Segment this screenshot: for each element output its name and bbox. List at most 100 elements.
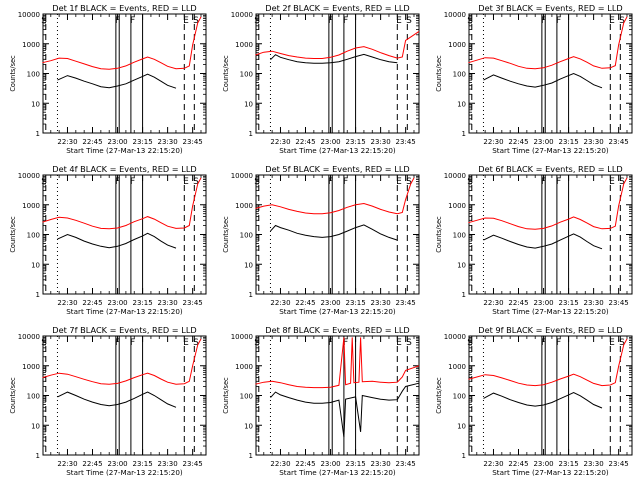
y-tick-label: 10: [457, 100, 466, 108]
x-tick-label: 23:45: [609, 138, 629, 146]
y-tick-label: 10000: [231, 333, 253, 341]
y-tick-label: 1: [462, 291, 466, 299]
y-axis-label: Counts/sec: [222, 377, 230, 414]
lld-series-line: [468, 338, 628, 387]
y-tick-label: 10: [31, 422, 40, 430]
x-axis-label: Start Time (27-Mar-13 22:15:20): [279, 307, 396, 316]
flag-marker: S: [193, 338, 199, 348]
panel-6: Det 6f BLACK = Events, RED = LLD 1 10 100 10…: [435, 164, 633, 316]
y-tick-label: 100: [27, 232, 40, 240]
y-tick-label: 10: [457, 261, 466, 269]
events-series-line: [57, 391, 177, 408]
x-tick-label: 23:00: [107, 138, 127, 146]
flag-marker: S: [406, 16, 412, 26]
lld-series-line: [255, 337, 420, 389]
x-tick-label: 22:30: [483, 138, 503, 146]
x-axis-label: Start Time (27-Mar-13 22:15:20): [66, 307, 183, 316]
y-tick-label: 10: [457, 422, 466, 430]
x-axis-label: Start Time (27-Mar-13 22:15:20): [66, 468, 183, 477]
events-series-line: [483, 72, 603, 89]
flag-marker: F: [541, 16, 546, 26]
flag-marker: E: [609, 338, 615, 348]
flag-marker: F: [115, 16, 120, 26]
flag-marker: F: [541, 338, 546, 348]
x-axis-label: Start Time (27-Mar-13 22:15:20): [492, 468, 609, 477]
flag-marker: S: [41, 177, 47, 187]
flag-marker: S: [467, 177, 473, 187]
lld-series-line: [42, 16, 202, 70]
y-tick-label: 1000: [22, 363, 40, 371]
lld-series-line: [468, 16, 628, 70]
panel-7: Det 7f BLACK = Events, RED = LLD 1 10 100 10…: [9, 325, 207, 477]
x-tick-label: 22:45: [82, 299, 102, 307]
x-tick-label: 23:15: [558, 299, 578, 307]
x-axis-label: Start Time (27-Mar-13 22:15:20): [66, 146, 183, 155]
plot-frame: [255, 13, 420, 134]
x-tick-label: 23:30: [371, 299, 391, 307]
flag-marker: F: [115, 177, 120, 187]
flag-marker: F: [343, 177, 348, 187]
y-tick-label: 1000: [448, 363, 466, 371]
y-tick-label: 10000: [231, 172, 253, 180]
lld-series-line: [42, 338, 202, 385]
flag-marker: S: [406, 177, 412, 187]
flag-marker: S: [467, 16, 473, 26]
x-tick-label: 22:45: [295, 460, 315, 468]
x-tick-label: 23:15: [132, 138, 152, 146]
x-tick-label: 23:30: [158, 299, 178, 307]
flag-marker: E: [609, 177, 615, 187]
flag-marker: S: [41, 338, 47, 348]
x-tick-label: 23:15: [345, 299, 365, 307]
y-tick-label: 10: [31, 261, 40, 269]
events-series-line: [270, 53, 398, 64]
flag-marker: F: [328, 16, 333, 26]
events-series-line: [57, 73, 177, 89]
flag-marker: E: [183, 338, 189, 348]
y-tick-label: 10000: [444, 11, 466, 19]
x-tick-label: 23:30: [371, 460, 391, 468]
panel-title: Det 1f BLACK = Events, RED = LLD: [52, 3, 196, 13]
y-tick-label: 1: [36, 452, 40, 460]
panel-title: Det 4f BLACK = Events, RED = LLD: [52, 164, 196, 174]
y-tick-label: 1000: [22, 41, 40, 49]
y-tick-label: 100: [453, 393, 466, 401]
lld-series-line: [42, 177, 202, 230]
y-tick-label: 1: [36, 291, 40, 299]
y-tick-label: 1000: [235, 363, 253, 371]
x-axis-label: Start Time (27-Mar-13 22:15:20): [279, 468, 396, 477]
x-tick-label: 23:30: [584, 460, 604, 468]
flag-marker: F: [328, 338, 333, 348]
x-tick-label: 23:45: [609, 460, 629, 468]
y-axis-label: Counts/sec: [9, 216, 17, 253]
y-tick-label: 10: [31, 100, 40, 108]
events-series-line: [483, 392, 603, 409]
panel-title: Det 5f BLACK = Events, RED = LLD: [265, 164, 409, 174]
x-tick-label: 23:15: [558, 460, 578, 468]
x-tick-label: 22:30: [483, 460, 503, 468]
flag-marker: E: [183, 177, 189, 187]
x-tick-label: 22:30: [57, 460, 77, 468]
flag-marker: S: [193, 16, 199, 26]
y-tick-label: 1000: [22, 202, 40, 210]
x-tick-label: 22:30: [270, 299, 290, 307]
flag-marker: E: [396, 16, 402, 26]
y-tick-label: 1: [36, 130, 40, 138]
flag-marker: F: [130, 16, 135, 26]
plot-frame: [42, 335, 207, 456]
x-tick-label: 23:30: [158, 138, 178, 146]
x-tick-label: 22:30: [483, 299, 503, 307]
flag-marker: S: [619, 177, 625, 187]
y-axis-label: Counts/sec: [9, 55, 17, 92]
panel-9: Det 9f BLACK = Events, RED = LLD 1 10 100 10…: [435, 325, 633, 477]
flag-marker: F: [343, 16, 348, 26]
x-tick-label: 23:15: [558, 138, 578, 146]
y-tick-label: 10000: [231, 11, 253, 19]
plot-frame: [255, 335, 420, 456]
x-tick-label: 22:45: [508, 460, 528, 468]
x-tick-label: 23:45: [396, 299, 416, 307]
x-tick-label: 23:45: [183, 299, 203, 307]
x-tick-label: 23:00: [107, 460, 127, 468]
y-axis-label: Counts/sec: [435, 216, 443, 253]
x-tick-label: 23:45: [396, 460, 416, 468]
